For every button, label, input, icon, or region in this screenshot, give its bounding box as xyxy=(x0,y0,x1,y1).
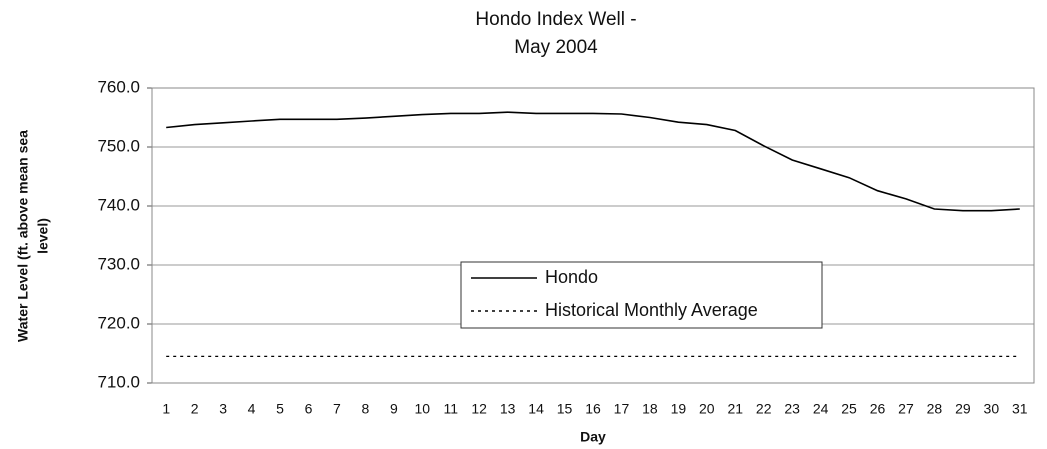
x-tick-label: 20 xyxy=(699,401,715,417)
x-tick-label: 12 xyxy=(471,401,487,417)
x-tick-label: 31 xyxy=(1012,401,1028,417)
x-tick-label: 29 xyxy=(955,401,971,417)
series-line xyxy=(166,111,1020,212)
plot-area xyxy=(151,87,1035,384)
x-tick-label: 3 xyxy=(219,401,227,417)
x-tick-label: 23 xyxy=(784,401,800,417)
x-tick-label: 6 xyxy=(305,401,313,417)
x-tick-label: 26 xyxy=(870,401,886,417)
x-tick-label: 25 xyxy=(841,401,857,417)
y-tick-label: 760.0 xyxy=(97,77,140,96)
x-tick-label: 13 xyxy=(500,401,516,417)
chart-title: May 2004 xyxy=(514,37,598,58)
chart-title: Hondo Index Well - xyxy=(475,9,636,30)
x-tick-label: 15 xyxy=(557,401,573,417)
y-axis-label: level) xyxy=(35,218,51,254)
x-tick-label: 17 xyxy=(614,401,630,417)
x-axis-label: Day xyxy=(580,429,606,445)
y-tick-label: 750.0 xyxy=(97,136,140,155)
legend-box xyxy=(460,261,823,329)
x-tick-label: 7 xyxy=(333,401,341,417)
y-tick-label: 720.0 xyxy=(97,313,140,332)
y-axis-label: Water Level (ft. above mean sea xyxy=(15,130,31,342)
x-tick-label: 18 xyxy=(642,401,658,417)
x-tick-label: 21 xyxy=(727,401,743,417)
y-tick-label: 710.0 xyxy=(97,372,140,391)
x-tick-label: 9 xyxy=(390,401,398,417)
x-tick-label: 14 xyxy=(528,401,544,417)
x-tick-label: 28 xyxy=(927,401,943,417)
x-tick-label: 22 xyxy=(756,401,772,417)
x-tick-label: 1 xyxy=(162,401,170,417)
x-tick-label: 4 xyxy=(248,401,256,417)
legend-label: Historical Monthly Average xyxy=(545,300,758,320)
x-tick-label: 27 xyxy=(898,401,914,417)
x-tick-label: 10 xyxy=(415,401,431,417)
legend-label: Hondo xyxy=(545,267,598,287)
x-tick-label: 30 xyxy=(984,401,1000,417)
x-tick-label: 11 xyxy=(443,401,458,417)
x-tick-label: 2 xyxy=(191,401,199,417)
x-tick-label: 19 xyxy=(671,401,687,417)
y-axis-label-group: Water Level (ft. above mean sea level) xyxy=(15,130,51,342)
y-tick-label: 730.0 xyxy=(97,254,140,273)
y-tick-label: 740.0 xyxy=(97,195,140,214)
x-tick-label: 24 xyxy=(813,401,829,417)
x-tick-label: 8 xyxy=(361,401,369,417)
x-tick-label: 16 xyxy=(585,401,601,417)
x-tick-label: 5 xyxy=(276,401,284,417)
